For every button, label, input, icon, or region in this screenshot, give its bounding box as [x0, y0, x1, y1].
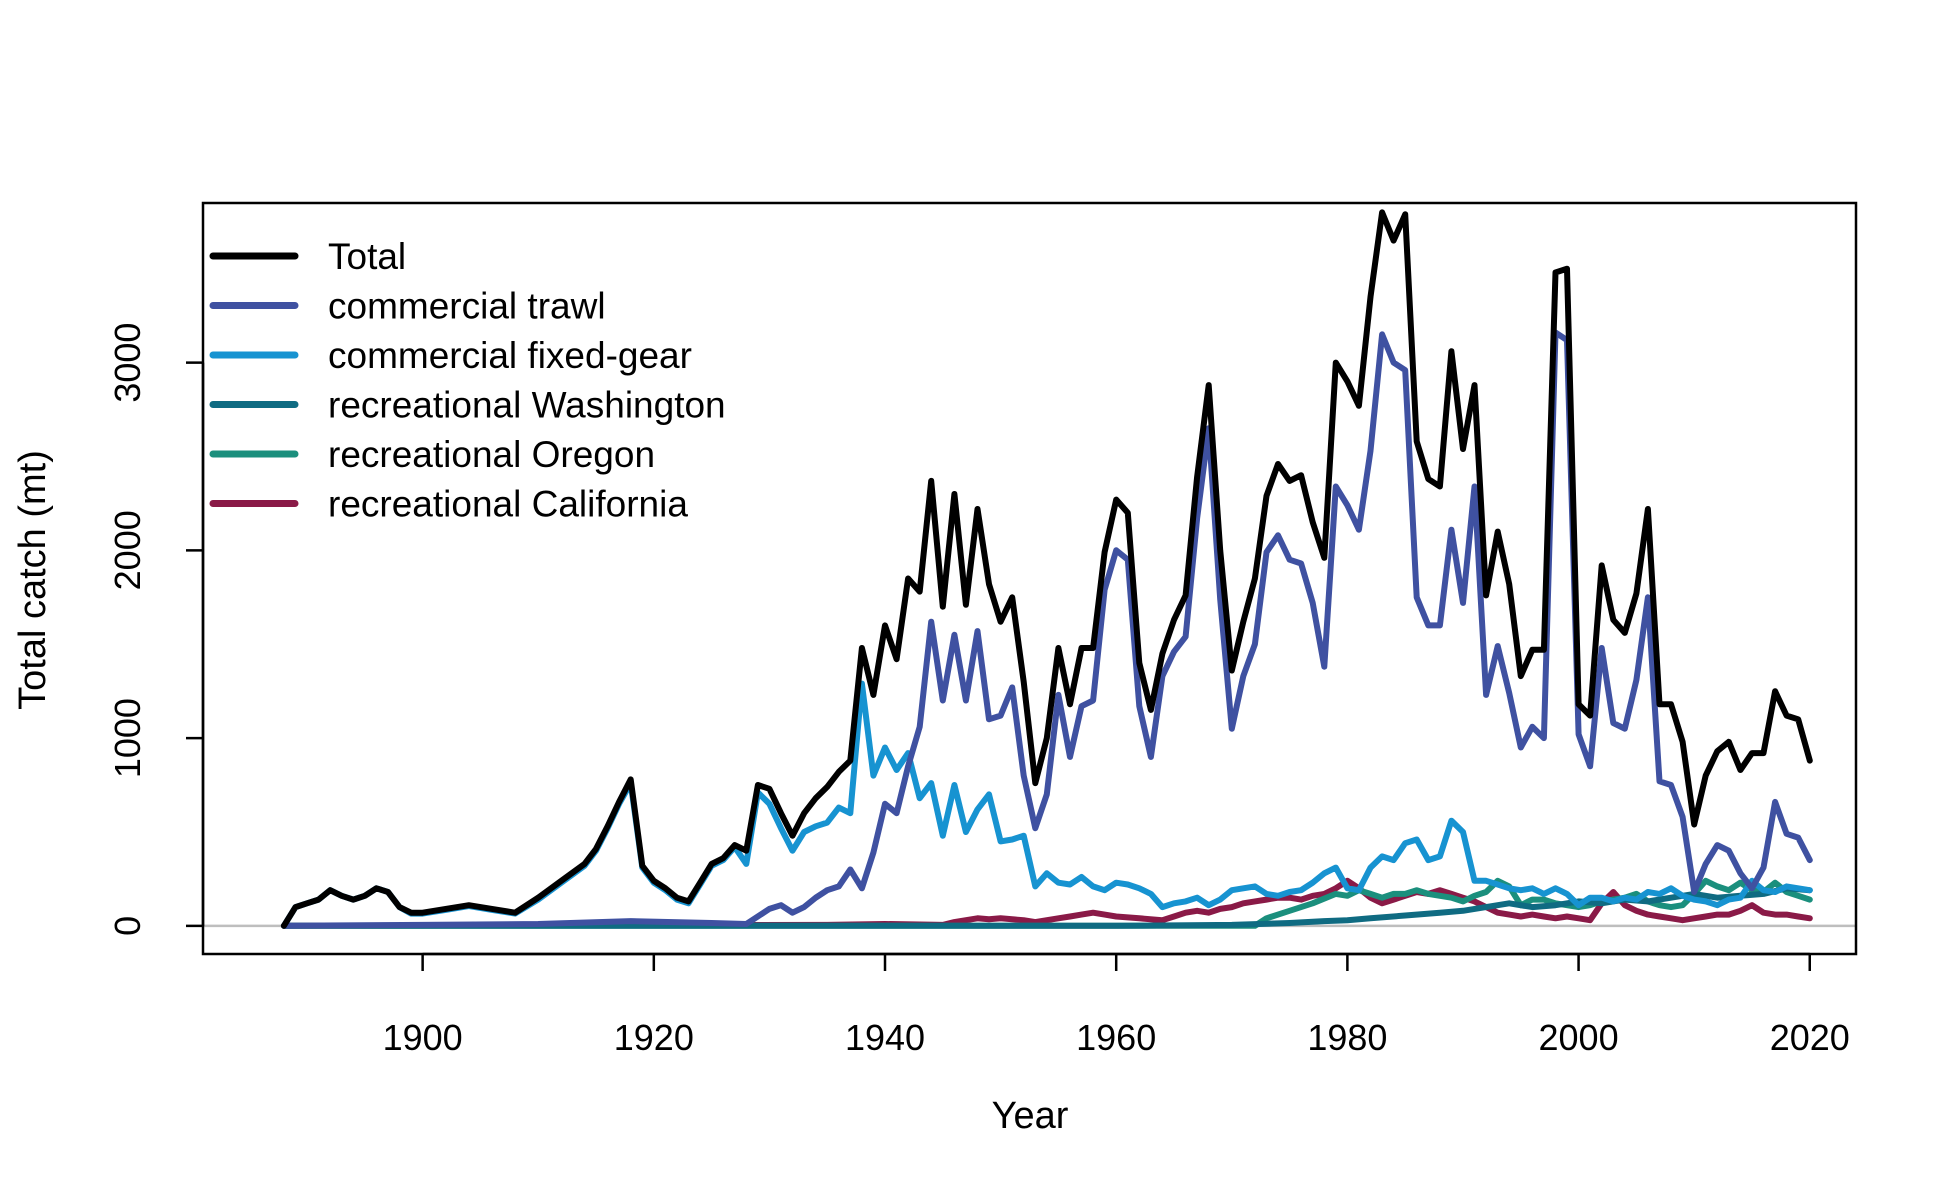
legend-label: recreational Washington — [328, 385, 726, 426]
y-tick-label: 1000 — [107, 698, 148, 778]
series-line-recreational-washington — [280, 885, 1813, 929]
y-axis-title: Total catch (mt) — [12, 450, 54, 710]
series-line-commercial-trawl — [280, 329, 1813, 929]
x-axis-title: Year — [992, 1095, 1069, 1137]
legend-label: recreational California — [328, 484, 688, 525]
legend-label: commercial trawl — [328, 286, 606, 327]
legend-label: commercial fixed-gear — [328, 335, 692, 376]
x-tick-label: 2020 — [1770, 1017, 1850, 1058]
legend-label: Total — [328, 236, 406, 277]
series-line-recreational-california — [280, 877, 1813, 929]
axes-layer: 1900 1920 1940 1960 1980 2000 2020 0 1000 2000 300… — [107, 201, 1858, 1058]
x-tick-label: 1920 — [614, 1017, 694, 1058]
legend-label: recreational Oregon — [328, 434, 655, 475]
x-tick-label: 1900 — [383, 1017, 463, 1058]
series-line-total — [280, 209, 1813, 929]
x-tick-label: 1940 — [845, 1017, 925, 1058]
legend: Total commercial trawl commercial fixed-ge… — [209, 236, 726, 525]
x-tick-label: 1980 — [1307, 1017, 1387, 1058]
y-tick-label: 0 — [107, 916, 148, 936]
series-line-recreational-oregon — [280, 877, 1813, 929]
y-tick-label: 2000 — [107, 510, 148, 590]
y-tick-label: 3000 — [107, 323, 148, 403]
x-tick-label: 2000 — [1539, 1017, 1619, 1058]
series-layer — [203, 209, 1856, 929]
x-tick-label: 1960 — [1076, 1017, 1156, 1058]
